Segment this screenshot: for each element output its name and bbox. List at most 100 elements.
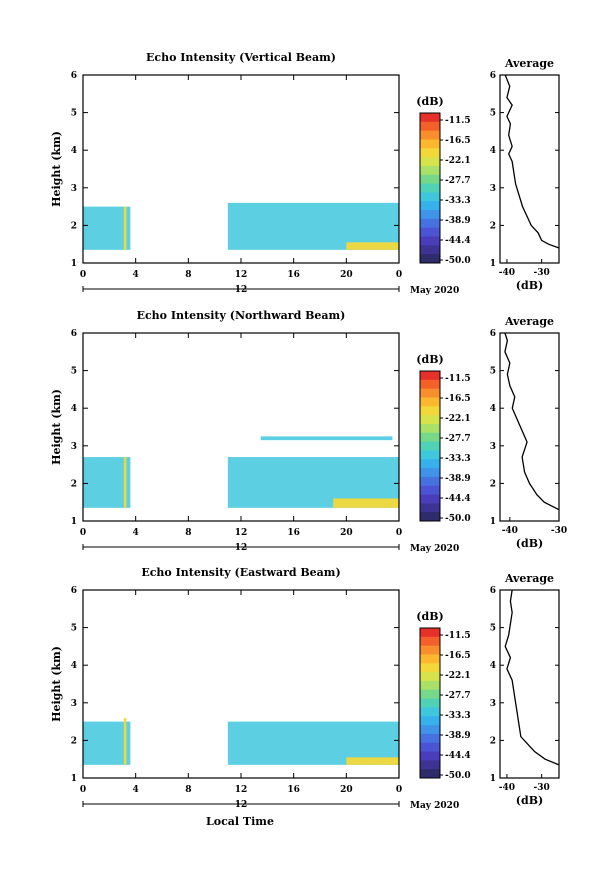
colorbar-swatch bbox=[420, 751, 440, 761]
profile-y-tick-label: 4 bbox=[490, 661, 496, 671]
profile-x-tick-label: -30 bbox=[551, 526, 567, 536]
profile-x-tick-label: -40 bbox=[499, 783, 515, 793]
colorbar-swatch bbox=[420, 415, 440, 425]
panel-2: Echo Intensity (Eastward Beam)123456Heig… bbox=[50, 566, 560, 811]
y-tick-label: 2 bbox=[71, 479, 77, 489]
y-tick-label: 5 bbox=[71, 624, 77, 634]
x-tick-label: 8 bbox=[185, 528, 191, 538]
colorbar-swatch bbox=[420, 245, 440, 255]
colorbar-swatch bbox=[420, 672, 440, 682]
profile-x-tick-label: -30 bbox=[534, 783, 550, 793]
colorbar-swatch bbox=[420, 121, 440, 132]
colorbar-swatch bbox=[420, 165, 440, 176]
profile-title: Average bbox=[504, 57, 554, 70]
y-tick-label: 6 bbox=[71, 329, 77, 339]
colorbar-tick-label: -50.0 bbox=[445, 256, 471, 266]
profile-y-tick-label: 6 bbox=[490, 71, 496, 81]
date-label: May 2020 bbox=[410, 801, 459, 811]
colorbar-swatch bbox=[420, 406, 440, 416]
colorbar-swatch bbox=[420, 130, 440, 140]
y-tick-label: 3 bbox=[71, 699, 77, 709]
colorbar-swatch bbox=[420, 689, 440, 699]
colorbar-tick-label: -27.7 bbox=[445, 691, 471, 701]
profile-y-tick-label: 5 bbox=[490, 109, 496, 119]
colorbar-swatch bbox=[420, 157, 440, 167]
x-tick-label: 20 bbox=[340, 270, 353, 280]
x-tick-label: 20 bbox=[340, 785, 353, 795]
colorbar-swatch bbox=[420, 450, 440, 460]
y-tick-label: 3 bbox=[71, 184, 77, 194]
colorbar-tick-label: -22.1 bbox=[445, 671, 471, 681]
y-tick-label: 4 bbox=[71, 661, 77, 671]
panel-title: Echo Intensity (Northward Beam) bbox=[137, 309, 346, 322]
colorbar-tick-label: -22.1 bbox=[445, 414, 471, 424]
colorbar-swatch bbox=[420, 423, 440, 434]
colorbar-swatch bbox=[420, 698, 440, 708]
x-tick-label: 4 bbox=[133, 270, 139, 280]
profile-y-tick-label: 3 bbox=[490, 699, 496, 709]
colorbar-swatch bbox=[420, 174, 440, 184]
x-tick-label: 16 bbox=[287, 785, 300, 795]
x-tick-label: 16 bbox=[287, 528, 300, 538]
colorbar-tick-label: -27.7 bbox=[445, 176, 471, 186]
colorbar-frame bbox=[419, 112, 441, 264]
profile-y-tick-label: 1 bbox=[490, 517, 496, 527]
profile-y-tick-label: 6 bbox=[490, 586, 496, 596]
colorbar-unit: (dB) bbox=[416, 95, 443, 108]
echo-region bbox=[346, 757, 399, 765]
colorbar-swatch bbox=[420, 716, 440, 726]
colorbar-frame bbox=[419, 627, 441, 779]
y-axis-title: Height (km) bbox=[50, 131, 63, 207]
y-tick-label: 6 bbox=[71, 71, 77, 81]
colorbar-swatch bbox=[420, 663, 440, 673]
colorbar-swatch bbox=[420, 201, 440, 211]
colorbar-swatch bbox=[420, 441, 440, 451]
colorbar-swatch bbox=[420, 113, 440, 123]
colorbar-swatch bbox=[420, 769, 440, 779]
colorbar-tick-label: -44.4 bbox=[445, 751, 471, 761]
profile-frame bbox=[499, 589, 560, 779]
profile-y-tick-label: 2 bbox=[490, 736, 496, 746]
profile-x-tick-label: -30 bbox=[534, 268, 550, 278]
profile-y-tick-label: 1 bbox=[490, 259, 496, 269]
x-tick-label: 4 bbox=[133, 528, 139, 538]
panel-1: Echo Intensity (Northward Beam)123456Hei… bbox=[50, 309, 567, 554]
y-axis-title: Height (km) bbox=[50, 389, 63, 465]
y-axis-title: Height (km) bbox=[50, 646, 63, 722]
colorbar-swatch bbox=[420, 379, 440, 390]
x-tick-label: 8 bbox=[185, 785, 191, 795]
y-tick-label: 1 bbox=[71, 774, 77, 784]
colorbar-swatch bbox=[420, 432, 440, 442]
x-tick-label: 0 bbox=[396, 785, 402, 795]
colorbar-tick-label: -33.3 bbox=[445, 196, 471, 206]
colorbar-swatch bbox=[420, 512, 440, 522]
colorbar-swatch bbox=[420, 628, 440, 638]
colorbar-unit: (dB) bbox=[416, 610, 443, 623]
colorbar-swatch bbox=[420, 760, 440, 770]
y-tick-label: 2 bbox=[71, 221, 77, 231]
y-tick-label: 1 bbox=[71, 517, 77, 527]
profile-frame bbox=[499, 74, 560, 264]
colorbar-tick-label: -38.9 bbox=[445, 731, 471, 741]
colorbar-swatch bbox=[420, 654, 440, 664]
profile-frame bbox=[499, 332, 560, 522]
x-tick-label: 12 bbox=[235, 270, 248, 280]
profile-title: Average bbox=[504, 315, 554, 328]
profile-y-tick-label: 6 bbox=[490, 329, 496, 339]
colorbar-tick-label: -38.9 bbox=[445, 216, 471, 226]
x-tick-label: 4 bbox=[133, 785, 139, 795]
colorbar-swatch bbox=[420, 459, 440, 469]
x-tick-label: 0 bbox=[80, 528, 86, 538]
colorbar-swatch bbox=[420, 148, 440, 158]
colorbar-tick-label: -16.5 bbox=[445, 651, 471, 661]
colorbar-unit: (dB) bbox=[416, 353, 443, 366]
colorbar-swatch bbox=[420, 468, 440, 478]
day-marker-label: 12 bbox=[235, 800, 248, 810]
panel-0: Echo Intensity (Vertical Beam)123456Heig… bbox=[50, 51, 560, 296]
colorbar-tick-label: -27.7 bbox=[445, 434, 471, 444]
x-tick-label: 16 bbox=[287, 270, 300, 280]
y-tick-label: 4 bbox=[71, 404, 77, 414]
profile-x-title: (dB) bbox=[516, 279, 543, 292]
x-tick-label: 0 bbox=[396, 270, 402, 280]
